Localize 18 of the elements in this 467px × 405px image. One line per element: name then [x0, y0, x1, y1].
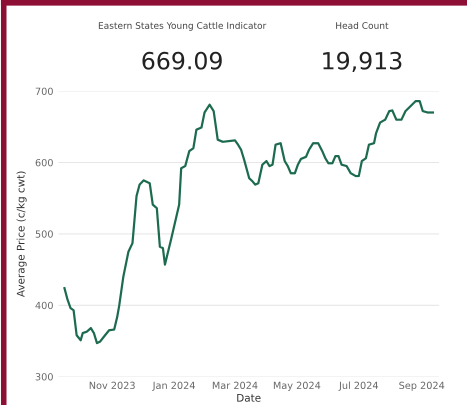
x-tick-label: Jan 2024	[152, 382, 195, 391]
x-tick-label: May 2024	[274, 382, 320, 391]
y-tick-label: 300	[36, 373, 53, 380]
y-tick-label: 500	[36, 230, 53, 238]
text: 669.09	[142, 52, 222, 70]
line-series	[63, 100, 434, 344]
y-tick-label: 400	[35, 302, 53, 310]
text: Head Count	[336, 22, 388, 29]
text: Eastern States Young Cattle Indicator	[98, 22, 266, 31]
x-tick-label: Jul 2024	[338, 382, 378, 391]
x-tick-label: Mar 2024	[212, 382, 258, 390]
text: 19,913	[323, 52, 402, 72]
y-tick-label: 600	[36, 158, 53, 166]
y-axis-title: Average Price (c/kg cwt)	[16, 172, 27, 298]
y-tick-label: 700	[36, 88, 53, 95]
x-axis-title: Date	[237, 394, 261, 402]
x-tick-label: Nov 2023	[90, 382, 135, 390]
x-tick-label: Sep 2024	[399, 382, 444, 391]
